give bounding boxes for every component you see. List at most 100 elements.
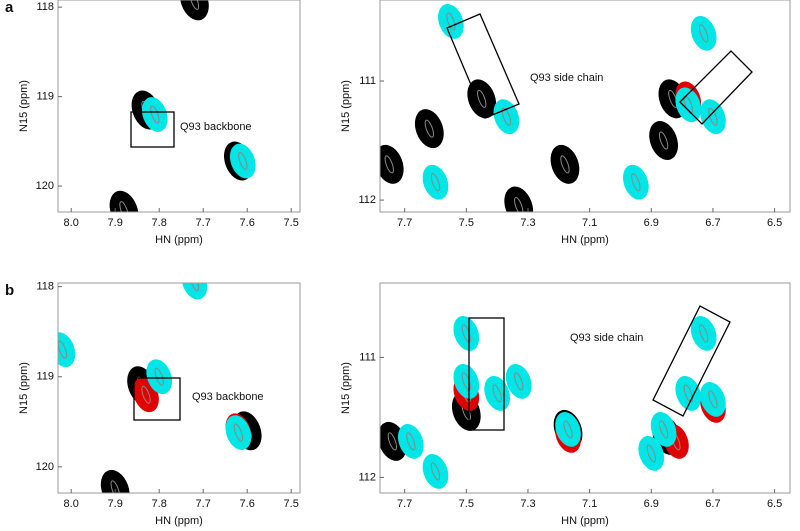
peak: [493, 99, 520, 135]
annotation: Q93 backbone: [192, 391, 264, 403]
y-axis-label: N15 (ppm): [340, 362, 352, 414]
peak-core: [119, 201, 129, 212]
y-axis-label: N15 (ppm): [340, 80, 352, 132]
y-tick-label: 118: [36, 1, 54, 13]
peak-core: [58, 340, 68, 359]
peak-core: [141, 385, 151, 404]
y-tick-label: 119: [36, 371, 54, 383]
peak: [675, 375, 702, 411]
peak: [180, 0, 209, 21]
x-tick-label: 6.9: [644, 217, 659, 229]
panel-label: a: [5, 0, 14, 16]
y-tick-label: 112: [358, 194, 376, 206]
peak: [505, 363, 532, 399]
y-tick-label: 112: [358, 471, 376, 483]
x-tick-label: 8.0: [64, 498, 79, 510]
y-tick-label: 111: [359, 351, 376, 363]
x-tick-label: 6.7: [705, 217, 720, 229]
x-tick-label: 7.7: [397, 217, 412, 229]
x-tick-label: 7.6: [240, 217, 255, 229]
peak: [225, 415, 252, 451]
x-axis-label: HN (ppm): [155, 234, 203, 246]
y-tick-label: 120: [36, 180, 54, 192]
peak-core: [477, 89, 487, 108]
peak-core: [238, 151, 248, 171]
x-tick-label: 7.8: [152, 217, 167, 229]
x-tick-label: 6.5: [767, 217, 782, 229]
annotation: Q93 side chain: [570, 332, 643, 344]
y-tick-label: 120: [36, 461, 54, 473]
y-tick-label: 118: [36, 281, 54, 293]
y-tick-label: 111: [359, 75, 376, 87]
annotation: Q93 backbone: [180, 121, 252, 133]
panel-peaks: [109, 0, 256, 212]
y-axis-label: N15 (ppm): [18, 80, 30, 132]
panel-peaks: [380, 4, 726, 212]
peak-core: [708, 390, 718, 409]
peak: [438, 4, 464, 39]
peak: [504, 186, 534, 212]
highlight-box: [468, 317, 505, 431]
panel-peaks: [58, 283, 262, 493]
peak: [58, 332, 76, 368]
x-tick-label: 6.7: [705, 498, 720, 510]
peak-core: [384, 155, 394, 174]
peak-core: [430, 173, 441, 192]
highlight-box: [446, 13, 520, 119]
panel-label: b: [5, 282, 14, 299]
peak: [690, 15, 717, 51]
peak: [146, 359, 173, 395]
x-tick-label: 7.7: [196, 498, 211, 510]
peak: [422, 453, 449, 489]
peak: [109, 190, 139, 212]
x-tick-label: 7.9: [108, 498, 123, 510]
x-tick-label: 7.1: [582, 498, 597, 510]
peak: [181, 283, 208, 300]
peak: [675, 87, 702, 123]
spectra: [58, 0, 726, 493]
peak: [700, 99, 726, 135]
peak: [550, 144, 580, 184]
peak: [229, 143, 256, 179]
peak-core: [560, 155, 570, 174]
peak-core: [563, 420, 573, 439]
x-tick-label: 8.0: [64, 217, 79, 229]
peak: [700, 381, 726, 417]
peak-core: [387, 432, 398, 451]
panel-peaks: [380, 315, 726, 489]
annotation: Q93 side chain: [530, 72, 603, 84]
peak: [141, 97, 168, 132]
peak: [555, 411, 581, 447]
x-tick-label: 7.5: [284, 217, 299, 229]
peak-core: [492, 384, 502, 403]
peak-core: [150, 105, 160, 124]
peak-core: [683, 384, 693, 403]
highlight-box: [679, 50, 753, 125]
peak-core: [658, 420, 669, 439]
x-tick-label: 6.5: [767, 498, 782, 510]
x-tick-label: 7.1: [582, 217, 597, 229]
x-tick-label: 7.5: [284, 498, 299, 510]
y-tick-label: 119: [36, 91, 54, 103]
peak-core: [446, 12, 456, 31]
highlight-box: [133, 377, 181, 421]
peak: [649, 121, 678, 161]
peak: [650, 411, 677, 447]
peak-core: [501, 107, 512, 126]
peak: [414, 109, 444, 149]
x-tick-label: 7.6: [240, 498, 255, 510]
x-axis-label: HN (ppm): [561, 515, 609, 527]
peak-core: [233, 423, 244, 442]
highlight-box: [130, 111, 175, 148]
peak: [380, 144, 404, 184]
highlight-box: [652, 305, 731, 417]
peak: [453, 315, 480, 351]
peak-core: [406, 432, 416, 451]
peak: [453, 363, 480, 399]
x-axis-label: HN (ppm): [561, 234, 609, 246]
peak: [623, 164, 649, 200]
peak-core: [699, 24, 709, 43]
peak-core: [631, 173, 641, 192]
x-tick-label: 7.5: [459, 217, 474, 229]
x-tick-label: 7.3: [520, 217, 535, 229]
